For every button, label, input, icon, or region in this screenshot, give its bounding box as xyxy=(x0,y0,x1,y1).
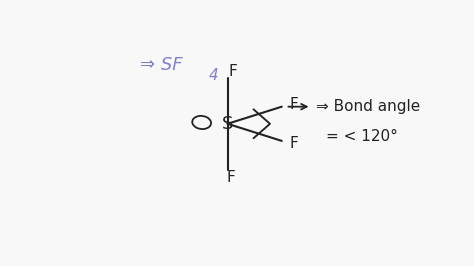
Text: = < 120°: = < 120° xyxy=(326,130,398,144)
Text: S: S xyxy=(222,115,233,133)
Text: 4: 4 xyxy=(209,68,219,82)
Text: F: F xyxy=(289,97,298,111)
Text: F: F xyxy=(229,64,237,79)
Text: F: F xyxy=(289,136,298,151)
Text: F: F xyxy=(227,170,236,185)
Text: ⇒ SF: ⇒ SF xyxy=(140,56,183,74)
Text: ⇒ Bond angle: ⇒ Bond angle xyxy=(316,99,420,114)
